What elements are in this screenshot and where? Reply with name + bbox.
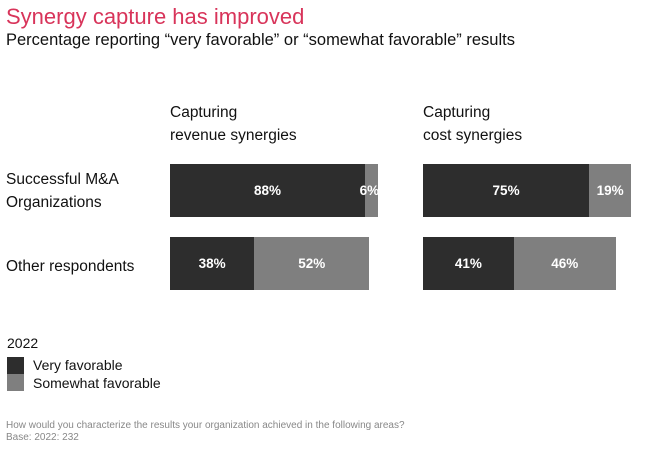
data-label: 75% [492,183,520,198]
bar-very-0-1: 38% [170,237,255,290]
chart-title: Synergy capture has improved [6,4,305,29]
panel-title-line: Capturing [170,104,238,121]
data-label: 46% [551,256,579,271]
bar-somewhat-1-0: 19% [589,164,632,217]
chart-subtitle: Percentage reporting “very favorable” or… [6,31,515,49]
data-label: 6% [359,183,380,198]
data-label: 88% [253,183,281,198]
row-label-line: Other respondents [6,258,135,275]
legend-label-very: Very favorable [33,357,123,373]
bar-very-0-0: 88% [170,164,365,217]
footnote-question: How would you characterize the results y… [6,420,405,431]
bar-somewhat-0-0: 6% [360,164,379,217]
bar-somewhat-1-1: 46% [513,237,616,290]
panel-title-cost: Capturing cost synergies [423,101,522,147]
bar-somewhat-0-1: 52% [254,237,370,290]
data-label: 52% [298,256,326,271]
bar-very-1-1: 41% [423,237,514,290]
legend-label-somewhat: Somewhat favorable [33,375,161,391]
data-label: 38% [198,256,226,271]
bar-very-1-0: 75% [423,164,590,217]
row-label-line: Organizations [6,194,102,211]
footnote-base: Base: 2022: 232 [6,432,79,443]
row-label-successful: Successful M&A Organizations [6,168,119,214]
row-label-other: Other respondents [6,255,134,278]
data-label: 19% [596,183,624,198]
panel-title-line: cost synergies [423,127,523,144]
data-label: 41% [454,256,482,271]
panel-title-revenue: Capturing revenue synergies [170,101,297,147]
legend-swatch-somewhat [7,374,24,391]
panel-title-line: revenue synergies [170,127,297,144]
panel-title-line: Capturing [423,104,491,121]
legend-swatch-very [7,357,24,374]
row-label-line: Successful M&A [6,171,119,188]
legend-title: 2022 [7,335,39,351]
